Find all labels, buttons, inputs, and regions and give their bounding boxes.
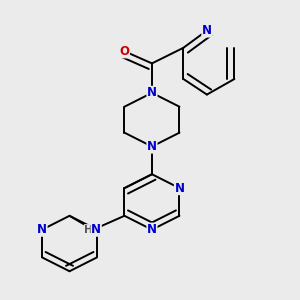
Text: O: O xyxy=(119,45,130,58)
Text: N: N xyxy=(174,182,184,195)
Text: H: H xyxy=(84,225,93,235)
Text: N: N xyxy=(147,223,157,236)
Text: N: N xyxy=(91,223,101,236)
Text: N: N xyxy=(37,223,47,236)
Text: N: N xyxy=(147,86,157,99)
Text: N: N xyxy=(147,140,157,153)
Text: N: N xyxy=(202,24,212,37)
